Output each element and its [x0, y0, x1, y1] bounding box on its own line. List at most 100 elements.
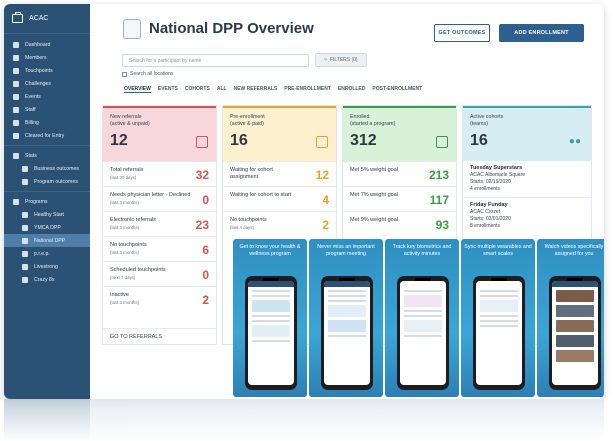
sidebar-item-challenges[interactable]: Challenges [4, 77, 90, 90]
sidebar-item-members[interactable]: Members [4, 51, 90, 64]
metric-sub: (last 4 days) [230, 225, 254, 230]
reflection-sidebar [4, 399, 90, 441]
sidebar-item-staff[interactable]: Staff [4, 103, 90, 116]
tab-bar: OVERVIEW EVENTS COHORTS ALL NEW REFERRAL… [124, 86, 422, 93]
app-name: ACAC [29, 15, 49, 22]
sidebar-item-label: Programs [25, 198, 48, 205]
get-outcomes-button[interactable]: GET OUTCOMES [434, 24, 490, 42]
metric-sub: (next 7 days) [110, 275, 136, 280]
sidebar-item-label: Stats [25, 152, 37, 159]
cohort-name: Friday Funday [470, 202, 508, 208]
metric-row[interactable]: Inactive (last 3 months) 2 [103, 286, 216, 311]
promo-text: Never miss an important program meeting [317, 244, 375, 257]
sidebar-item-events[interactable]: Events [4, 90, 90, 103]
sidebar-item-label: Business outcomes [34, 165, 79, 172]
phone-mockup [549, 276, 601, 390]
metric-row[interactable]: Waiting for cohort to start 4 [223, 186, 336, 211]
metric-label: Electronic referrals [110, 217, 156, 223]
trend-icon [22, 165, 28, 172]
members-icon [13, 54, 19, 61]
sidebar-item-touchpoints[interactable]: Touchpoints [4, 64, 90, 77]
sidebar-item-crazy-8s[interactable]: Crazy 8s [4, 273, 90, 286]
sidebar-item-healthy-start[interactable]: Healthy Start [4, 208, 90, 221]
card-title: New referrals [110, 114, 142, 120]
metric-value: 0 [202, 193, 209, 207]
tab-overview[interactable]: OVERVIEW [124, 86, 151, 93]
metric-row[interactable]: No touchpoints (last 3 months) 6 [103, 236, 216, 261]
touchpoints-icon [13, 67, 19, 74]
metric-value: 6 [202, 243, 209, 257]
tab-all[interactable]: ALL [216, 86, 227, 92]
sidebar-item-ymca-dpp[interactable]: YMCA DPP [4, 221, 90, 234]
sidebar-item-program-outcomes[interactable]: Program outcomes [4, 175, 90, 188]
sidebar-item-business-outcomes[interactable]: Business outcomes [4, 162, 90, 175]
tab-pre-enrollment[interactable]: PRE-ENROLLMENT [284, 86, 331, 92]
sidebar-item-billing[interactable]: Billing [4, 116, 90, 129]
clipboard-icon [123, 19, 141, 39]
card-count: 312 [350, 132, 377, 149]
card-title: Enrolled [350, 114, 370, 120]
cohort-item[interactable]: Friday Funday ACAC Crozet Starts: 02/01/… [463, 197, 591, 234]
sidebar-item-livestrong[interactable]: Livestrong [4, 260, 90, 273]
promo-panel: Track key biometrics and activity minute… [385, 239, 459, 397]
promo-text: Watch videos specifically assigned for y… [544, 244, 604, 257]
card-header: Active cohorts (teams) 16 ●● [463, 106, 591, 161]
metric-row[interactable]: Met 5% weight goal 213 [343, 161, 456, 186]
program-icon [22, 250, 28, 257]
sidebar-item-cleared[interactable]: Cleared for Entry [4, 129, 90, 142]
sidebar-item-label: Program outcomes [34, 178, 78, 185]
cohort-enrollments: 8 enrollments [470, 223, 501, 229]
tab-new-referrals[interactable]: NEW REFERRALS [233, 86, 278, 92]
promo-panel: Never miss an important program meeting [309, 239, 383, 397]
sidebar-item-dashboard[interactable]: Dashboard [4, 38, 90, 51]
metric-row[interactable]: Met 7% weight goal 117 [343, 186, 456, 211]
card-title: Active cohorts [470, 114, 504, 120]
card-count: 16 [470, 132, 488, 149]
briefcase-icon [12, 12, 23, 23]
program-icon [22, 211, 28, 218]
cohort-item[interactable]: Tuesday Superstars ACAC Albemarle Square… [463, 161, 591, 197]
tab-post-enrollment[interactable]: POST-ENROLLMENT [372, 86, 423, 92]
metric-row[interactable]: Met 9% weight goal 93 [343, 211, 456, 236]
tab-cohorts[interactable]: COHORTS [184, 86, 210, 92]
card-header: Pre-enrollment (active & paid) 16 [223, 106, 336, 161]
dashboard-icon [13, 41, 19, 48]
phone-mockup [473, 276, 525, 390]
add-enrollment-button[interactable]: ADD ENROLLMENT [499, 24, 584, 42]
sidebar-section-stats[interactable]: Stats [4, 149, 90, 162]
go-to-referrals-link[interactable]: GO TO REFERRALS [103, 328, 216, 344]
search-input[interactable]: Search for a participant by name [122, 54, 309, 67]
tab-enrolled[interactable]: ENROLLED [337, 86, 366, 92]
tab-events[interactable]: EVENTS [157, 86, 178, 92]
metric-label: Total referrals [110, 167, 144, 173]
sidebar-header[interactable]: ACAC [4, 4, 90, 34]
program-icon [22, 276, 28, 283]
metric-label: No touchpoints [230, 217, 267, 223]
sidebar-item-national-dpp[interactable]: National DPP [4, 234, 90, 247]
metric-row[interactable]: Needs physician letter - Declined (last 3… [103, 186, 216, 211]
divider [4, 191, 90, 192]
cohort-name: Tuesday Superstars [470, 165, 523, 171]
sidebar-section-programs[interactable]: Programs [4, 195, 90, 208]
metric-row[interactable]: Total referrals (last 30 days) 32 [103, 161, 216, 186]
divider [4, 145, 90, 146]
phone-mockup [245, 276, 297, 390]
sidebar-item-prep[interactable]: p.r.e.p. [4, 247, 90, 260]
sidebar-item-label: Livestrong [34, 263, 58, 270]
promo-panel: Watch videos specifically assigned for y… [537, 239, 604, 397]
metric-row[interactable]: Waiting for cohort assignment 12 [223, 161, 336, 186]
filters-button[interactable]: ▿ FILTERS (0) [315, 53, 367, 67]
programs-icon [13, 198, 19, 205]
card-count: 16 [230, 132, 248, 149]
card-subtitle: (teams) [470, 120, 488, 127]
search-all-checkbox[interactable]: Search all locations [122, 71, 173, 77]
metric-row[interactable]: No touchpoints (last 4 days) 2 [223, 211, 336, 236]
metric-value: 0 [202, 268, 209, 282]
app-promo-strip: Get to know your health & wellness progr… [233, 239, 604, 397]
metric-row[interactable]: Scheduled touchpoints (next 7 days) 0 [103, 261, 216, 286]
sidebar-item-label: Cleared for Entry [25, 132, 65, 139]
enter-icon [196, 136, 208, 148]
metric-label: No touchpoints [110, 242, 147, 248]
sidebar-item-label: Touchpoints [25, 67, 53, 74]
metric-row[interactable]: Electronic referrals (last 3 months) 23 [103, 211, 216, 236]
